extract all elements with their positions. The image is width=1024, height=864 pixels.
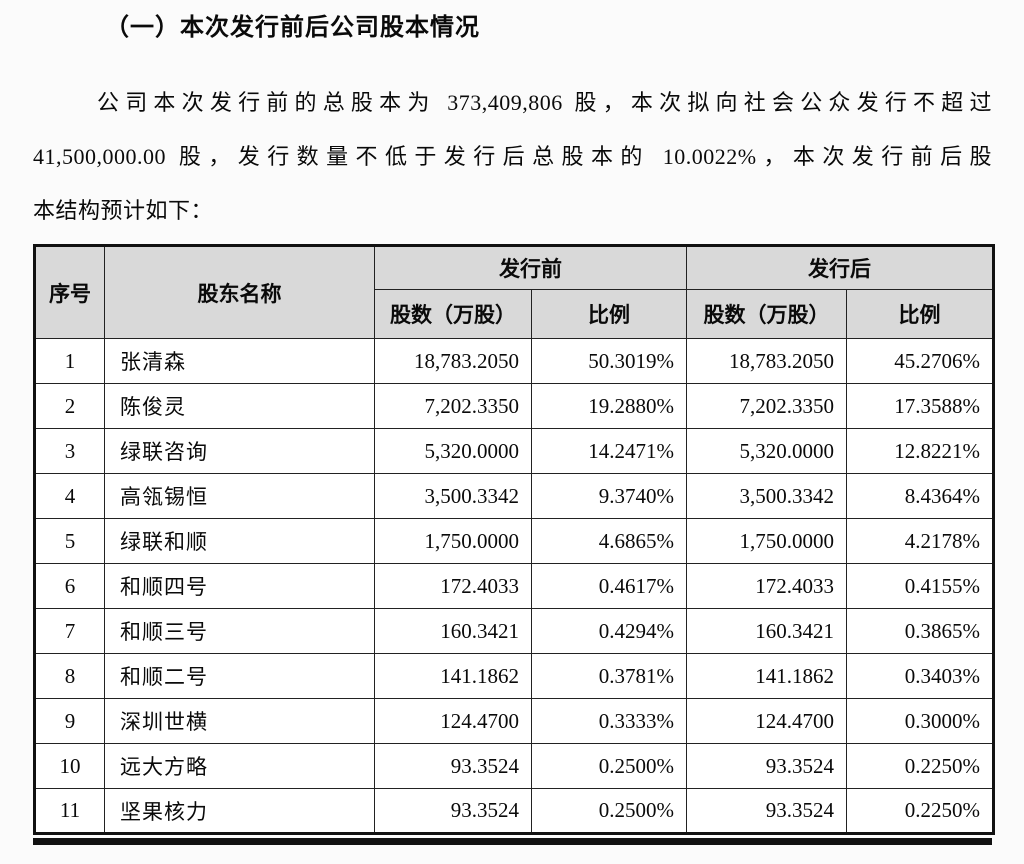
cell-shares-after: 93.3524 bbox=[686, 788, 847, 834]
table-row: 7 和顺三号 160.3421 0.4294% 160.3421 0.3865% bbox=[34, 608, 994, 654]
cell-seq: 7 bbox=[34, 608, 105, 654]
cell-ratio-before: 0.4617% bbox=[531, 563, 687, 609]
cell-shareholder-name: 绿联咨询 bbox=[104, 428, 375, 474]
header-group-after-issue: 发行后 bbox=[686, 245, 994, 290]
table-row: 2 陈俊灵 7,202.3350 19.2880% 7,202.3350 17.3588% bbox=[34, 383, 994, 429]
cell-shareholder-name: 张清森 bbox=[104, 338, 375, 384]
cell-shares-before: 160.3421 bbox=[374, 608, 532, 654]
cell-ratio-before: 19.2880% bbox=[531, 383, 687, 429]
section-heading: （一）本次发行前后公司股本情况 bbox=[105, 14, 480, 41]
cell-ratio-after: 45.2706% bbox=[846, 338, 994, 384]
table-row: 9 深圳世横 124.4700 0.3333% 124.4700 0.3000% bbox=[34, 698, 994, 744]
cell-ratio-before: 0.4294% bbox=[531, 608, 687, 654]
header-seq: 序号 bbox=[34, 245, 105, 339]
cell-shareholder-name: 绿联和顺 bbox=[104, 518, 375, 564]
header-shares-after: 股数（万股） bbox=[686, 289, 847, 339]
cell-shares-after: 18,783.2050 bbox=[686, 338, 847, 384]
header-ratio-before: 比例 bbox=[531, 289, 687, 339]
cell-shares-before: 124.4700 bbox=[374, 698, 532, 744]
table-row: 11 坚果核力 93.3524 0.2500% 93.3524 0.2250% bbox=[34, 788, 994, 834]
cell-shares-after: 124.4700 bbox=[686, 698, 847, 744]
cell-ratio-before: 50.3019% bbox=[531, 338, 687, 384]
cell-shares-after: 93.3524 bbox=[686, 743, 847, 789]
cell-shareholder-name: 坚果核力 bbox=[104, 788, 375, 834]
cell-ratio-after: 0.3000% bbox=[846, 698, 994, 744]
intro-line-3: 本结构预计如下： bbox=[33, 198, 214, 223]
cell-ratio-before: 0.2500% bbox=[531, 788, 687, 834]
cell-shareholder-name: 远大方略 bbox=[104, 743, 375, 789]
header-row-subcolumns: 股数（万股） 比例 股数（万股） 比例 bbox=[35, 289, 994, 339]
cell-ratio-after: 0.3403% bbox=[846, 653, 994, 699]
cell-shares-before: 3,500.3342 bbox=[374, 473, 532, 519]
cell-shares-after: 141.1862 bbox=[686, 653, 847, 699]
cell-shares-before: 141.1862 bbox=[374, 653, 532, 699]
cell-ratio-before: 9.3740% bbox=[531, 473, 687, 519]
cell-seq: 1 bbox=[34, 338, 105, 384]
header-shareholder-name: 股东名称 bbox=[104, 245, 375, 339]
cell-ratio-before: 14.2471% bbox=[531, 428, 687, 474]
cell-ratio-before: 0.3781% bbox=[531, 653, 687, 699]
cell-seq: 9 bbox=[34, 698, 105, 744]
cell-ratio-before: 0.3333% bbox=[531, 698, 687, 744]
cell-shares-after: 1,750.0000 bbox=[686, 518, 847, 564]
table-row: 6 和顺四号 172.4033 0.4617% 172.4033 0.4155% bbox=[34, 563, 994, 609]
cell-seq: 11 bbox=[34, 788, 105, 834]
cell-shares-after: 172.4033 bbox=[686, 563, 847, 609]
cell-shares-after: 160.3421 bbox=[686, 608, 847, 654]
cell-shares-before: 18,783.2050 bbox=[374, 338, 532, 384]
table-row: 3 绿联咨询 5,320.0000 14.2471% 5,320.0000 12.8221… bbox=[34, 428, 994, 474]
cell-ratio-before: 0.2500% bbox=[531, 743, 687, 789]
cell-shareholder-name: 和顺四号 bbox=[104, 563, 375, 609]
cell-shares-after: 7,202.3350 bbox=[686, 383, 847, 429]
header-group-before-issue: 发行前 bbox=[374, 245, 687, 290]
table-row: 5 绿联和顺 1,750.0000 4.6865% 1,750.0000 4.2178% bbox=[34, 518, 994, 564]
cell-ratio-after: 0.4155% bbox=[846, 563, 994, 609]
cell-shares-before: 1,750.0000 bbox=[374, 518, 532, 564]
cell-ratio-after: 12.8221% bbox=[846, 428, 994, 474]
cell-ratio-after: 0.3865% bbox=[846, 608, 994, 654]
cell-ratio-after: 17.3588% bbox=[846, 383, 994, 429]
table-row: 1 张清森 18,783.2050 50.3019% 18,783.2050 45.270… bbox=[34, 338, 994, 384]
cell-seq: 10 bbox=[34, 743, 105, 789]
cell-shares-before: 7,202.3350 bbox=[374, 383, 532, 429]
cell-ratio-before: 4.6865% bbox=[531, 518, 687, 564]
cell-shareholder-name: 和顺二号 bbox=[104, 653, 375, 699]
cell-ratio-after: 0.2250% bbox=[846, 788, 994, 834]
cell-seq: 5 bbox=[34, 518, 105, 564]
cell-shares-before: 93.3524 bbox=[374, 743, 532, 789]
table-row: 10 远大方略 93.3524 0.2500% 93.3524 0.2250% bbox=[34, 743, 994, 789]
cell-shareholder-name: 高瓴锡恒 bbox=[104, 473, 375, 519]
cell-shares-before: 93.3524 bbox=[374, 788, 532, 834]
cell-shareholder-name: 和顺三号 bbox=[104, 608, 375, 654]
share-structure-table: 序号 股东名称 发行前 发行后 股数（万股） 比例 股数（万股） 比例 1 张清森… bbox=[33, 244, 995, 835]
cell-ratio-after: 8.4364% bbox=[846, 473, 994, 519]
cell-shareholder-name: 陈俊灵 bbox=[104, 383, 375, 429]
cell-seq: 8 bbox=[34, 653, 105, 699]
cell-shares-before: 172.4033 bbox=[374, 563, 532, 609]
cell-shares-before: 5,320.0000 bbox=[374, 428, 532, 474]
cell-shareholder-name: 深圳世横 bbox=[104, 698, 375, 744]
header-row-groups: 序号 股东名称 发行前 发行后 bbox=[34, 245, 994, 339]
cell-shares-after: 3,500.3342 bbox=[686, 473, 847, 519]
header-ratio-after: 比例 bbox=[846, 289, 994, 339]
intro-paragraph: 公司本次发行前的总股本为 373,409,806 股，本次拟向社会公众发行不超过… bbox=[33, 76, 992, 238]
table-cut-line bbox=[33, 838, 992, 845]
cell-seq: 6 bbox=[34, 563, 105, 609]
cell-seq: 3 bbox=[34, 428, 105, 474]
intro-line-1: 公司本次发行前的总股本为 373,409,806 股，本次拟向社会公众发行不超过 bbox=[97, 90, 992, 115]
table-row: 4 高瓴锡恒 3,500.3342 9.3740% 3,500.3342 8.4364% bbox=[34, 473, 994, 519]
cell-ratio-after: 0.2250% bbox=[846, 743, 994, 789]
cell-ratio-after: 4.2178% bbox=[846, 518, 994, 564]
header-shares-before: 股数（万股） bbox=[374, 289, 532, 339]
cell-seq: 2 bbox=[34, 383, 105, 429]
intro-line-2: 41,500,000.00 股，发行数量不低于发行后总股本的 10.0022%，… bbox=[33, 144, 992, 169]
table-row: 8 和顺二号 141.1862 0.3781% 141.1862 0.3403% bbox=[34, 653, 994, 699]
cell-seq: 4 bbox=[34, 473, 105, 519]
cell-shares-after: 5,320.0000 bbox=[686, 428, 847, 474]
